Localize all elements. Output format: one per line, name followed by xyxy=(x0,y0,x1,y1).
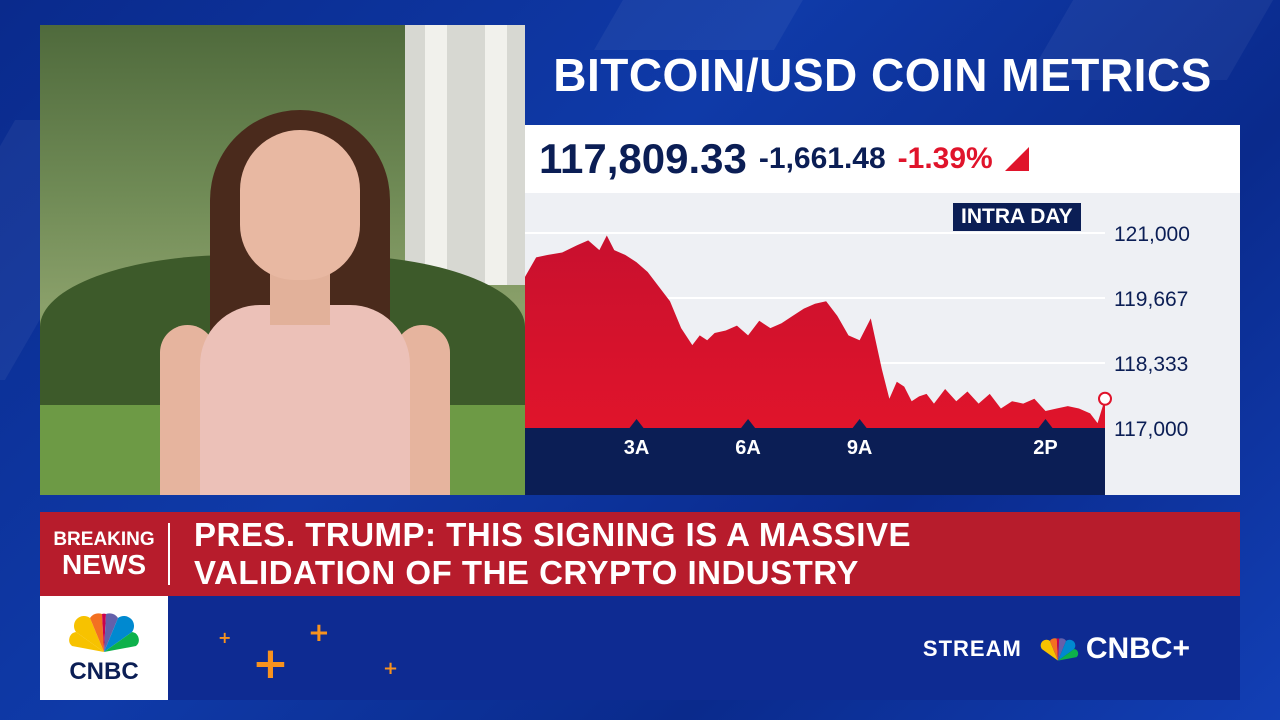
network-logo: CNBC xyxy=(40,596,168,700)
building-background xyxy=(405,25,525,285)
y-tick-label: 117,000 xyxy=(1114,418,1188,441)
live-video-feed xyxy=(40,25,525,495)
x-tick-label: 9A xyxy=(847,437,873,459)
plus-icon: + xyxy=(218,628,232,647)
stream-brand: CNBC+ xyxy=(1085,632,1190,665)
x-axis-band xyxy=(525,428,1105,495)
stream-promo: STREAM CNBC+ xyxy=(923,632,1190,666)
current-price: 117,809.33 xyxy=(539,135,747,182)
chart-area: 121,000 119,667 118,333 117,000 3A 6A 9A 2P INT… xyxy=(525,193,1240,495)
intraday-chart: 121,000 119,667 118,333 117,000 3A 6A 9A 2P xyxy=(525,223,1190,495)
last-price-marker xyxy=(1098,391,1112,406)
headline-line-1: PRES. TRUMP: THIS SIGNING IS A MASSIVE xyxy=(194,516,911,553)
stream-label: STREAM xyxy=(922,636,1022,661)
price-area-series xyxy=(525,235,1105,428)
timeframe-label: INTRA DAY xyxy=(953,203,1081,231)
breaking-news-label: BREAKING NEWS xyxy=(40,530,168,579)
peacock-icon xyxy=(1040,638,1078,661)
x-tick-label: 2P xyxy=(1033,437,1057,459)
chart-title: BITCOIN/USD COIN METRICS xyxy=(553,49,1212,101)
banner-divider xyxy=(168,523,170,585)
peacock-icon xyxy=(69,613,139,652)
quote-bar: 117,809.33 -1,661.48 -1.39% xyxy=(525,125,1240,193)
plus-icon: + xyxy=(383,658,399,679)
x-tick-label: 6A xyxy=(735,437,761,459)
bottom-strip: + + + + STREAM CNBC+ xyxy=(168,596,1240,700)
x-tick-marker xyxy=(629,419,644,428)
y-tick-label: 121,000 xyxy=(1114,223,1190,246)
plus-icon: + xyxy=(308,618,330,648)
breaking-label: BREAKING xyxy=(53,528,155,550)
breaking-news-banner: BREAKING NEWS PRES. TRUMP: THIS SIGNING … xyxy=(40,512,1240,596)
x-tick-marker xyxy=(741,419,756,428)
price-change: -1,661.48 xyxy=(758,142,886,175)
y-tick-label: 119,667 xyxy=(1114,288,1188,311)
bitcoin-chart-panel: BITCOIN/USD COIN METRICS 117,809.33 -1,6… xyxy=(525,25,1240,495)
x-tick-marker xyxy=(852,419,867,428)
plus-icon: + xyxy=(252,638,289,689)
logo-text: CNBC xyxy=(69,658,139,685)
down-arrow-icon xyxy=(1004,147,1029,171)
y-tick-label: 118,333 xyxy=(1114,353,1188,376)
news-anchor xyxy=(130,85,460,495)
x-tick-label: 3A xyxy=(624,437,650,459)
headline: PRES. TRUMP: THIS SIGNING IS A MASSIVE V… xyxy=(194,516,911,592)
x-tick-marker xyxy=(1038,419,1053,428)
news-label: NEWS xyxy=(62,548,146,580)
percent-change: -1.39% xyxy=(897,142,993,175)
headline-line-2: VALIDATION OF THE CRYPTO INDUSTRY xyxy=(194,554,859,591)
